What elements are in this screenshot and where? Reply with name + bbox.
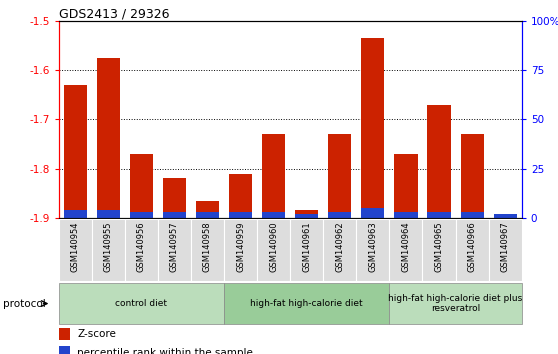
Text: GSM140960: GSM140960 bbox=[269, 221, 278, 272]
Bar bbox=[262, 134, 285, 218]
Bar bbox=[163, 178, 186, 218]
Bar bbox=[158, 219, 191, 281]
Bar bbox=[389, 283, 522, 324]
Bar bbox=[64, 210, 86, 218]
Bar bbox=[295, 214, 318, 218]
Bar bbox=[427, 212, 451, 218]
Bar bbox=[129, 212, 153, 218]
Bar bbox=[191, 219, 224, 281]
Bar bbox=[59, 328, 70, 340]
Text: percentile rank within the sample: percentile rank within the sample bbox=[77, 348, 253, 354]
Bar bbox=[97, 210, 120, 218]
Bar bbox=[494, 218, 517, 220]
Bar bbox=[389, 219, 422, 281]
Bar bbox=[92, 219, 125, 281]
Bar bbox=[59, 283, 224, 324]
Bar bbox=[427, 105, 451, 218]
Bar bbox=[361, 208, 384, 218]
Text: protocol: protocol bbox=[3, 298, 46, 309]
Bar bbox=[64, 85, 86, 218]
Text: GSM140959: GSM140959 bbox=[236, 221, 245, 272]
Text: high-fat high-calorie diet: high-fat high-calorie diet bbox=[251, 299, 363, 308]
Text: high-fat high-calorie diet plus
resveratrol: high-fat high-calorie diet plus resverat… bbox=[388, 294, 523, 313]
Bar bbox=[295, 210, 318, 218]
Text: GSM140954: GSM140954 bbox=[71, 221, 80, 272]
Text: GSM140966: GSM140966 bbox=[468, 221, 477, 272]
Text: GSM140957: GSM140957 bbox=[170, 221, 179, 272]
Bar bbox=[460, 212, 484, 218]
Bar bbox=[395, 154, 417, 218]
Bar bbox=[323, 219, 357, 281]
Text: GSM140956: GSM140956 bbox=[137, 221, 146, 272]
Text: GSM140955: GSM140955 bbox=[104, 221, 113, 272]
Text: GSM140962: GSM140962 bbox=[335, 221, 344, 272]
Bar bbox=[196, 200, 219, 218]
Bar bbox=[229, 173, 252, 218]
Bar bbox=[422, 219, 455, 281]
Bar bbox=[361, 39, 384, 218]
Bar bbox=[129, 154, 153, 218]
Bar bbox=[229, 212, 252, 218]
Bar bbox=[224, 219, 257, 281]
Text: GSM140964: GSM140964 bbox=[401, 221, 411, 272]
Bar bbox=[262, 212, 285, 218]
Text: GSM140961: GSM140961 bbox=[302, 221, 311, 272]
Bar bbox=[163, 212, 186, 218]
Bar bbox=[125, 219, 158, 281]
Bar bbox=[357, 219, 389, 281]
Bar bbox=[290, 219, 323, 281]
Bar bbox=[455, 219, 489, 281]
Bar bbox=[257, 219, 290, 281]
Bar bbox=[196, 212, 219, 218]
Text: GSM140958: GSM140958 bbox=[203, 221, 212, 272]
Bar bbox=[460, 134, 484, 218]
Bar bbox=[494, 214, 517, 218]
Bar bbox=[97, 58, 120, 218]
Bar bbox=[59, 219, 92, 281]
Bar bbox=[224, 283, 389, 324]
Bar bbox=[489, 219, 522, 281]
Text: Z-score: Z-score bbox=[77, 329, 116, 339]
Bar bbox=[328, 134, 352, 218]
Text: GSM140967: GSM140967 bbox=[501, 221, 509, 272]
Bar bbox=[328, 212, 352, 218]
Text: GSM140965: GSM140965 bbox=[435, 221, 444, 272]
Text: control diet: control diet bbox=[116, 299, 167, 308]
Text: GDS2413 / 29326: GDS2413 / 29326 bbox=[59, 7, 169, 20]
Text: GSM140963: GSM140963 bbox=[368, 221, 377, 272]
Bar bbox=[395, 212, 417, 218]
Bar bbox=[59, 347, 70, 354]
